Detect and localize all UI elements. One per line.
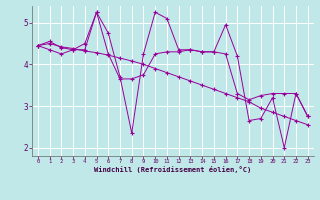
X-axis label: Windchill (Refroidissement éolien,°C): Windchill (Refroidissement éolien,°C) bbox=[94, 166, 252, 173]
